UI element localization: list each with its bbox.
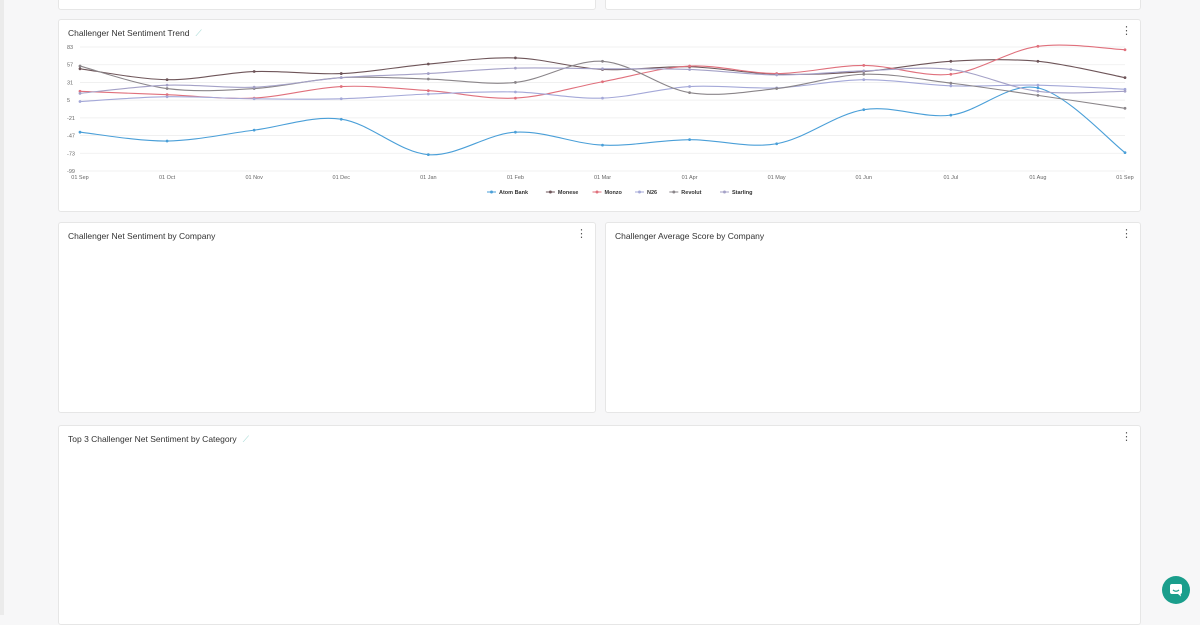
sidebar-edge (0, 0, 4, 615)
avg-score-card: Challenger Average Score by Company ⋮ (605, 222, 1141, 413)
trend-card-menu-icon[interactable]: ⋮ (1121, 24, 1132, 37)
company-sentiment-menu-icon[interactable]: ⋮ (576, 227, 587, 240)
company-sentiment-title: Challenger Net Sentiment by Company (68, 231, 216, 241)
avg-score-title: Challenger Average Score by Company (615, 231, 765, 241)
trend-card: Challenger Net Sentiment Trend ⟋ ⋮ (58, 19, 1141, 212)
top-card-left (58, 0, 596, 10)
trend-line-icon: ⟋ (242, 434, 249, 444)
company-sentiment-card: Challenger Net Sentiment by Company ⋮ (58, 222, 596, 413)
chat-bubble-icon (1170, 584, 1182, 597)
avg-score-menu-icon[interactable]: ⋮ (1121, 227, 1132, 240)
category-sentiment-title: Top 3 Challenger Net Sentiment by Catego… (68, 434, 249, 444)
category-sentiment-card: Top 3 Challenger Net Sentiment by Catego… (58, 425, 1141, 625)
trend-line-icon: ⟋ (195, 28, 202, 38)
chat-button[interactable] (1162, 576, 1190, 604)
trend-card-title: Challenger Net Sentiment Trend ⟋ (68, 28, 202, 38)
top-card-right (605, 0, 1141, 10)
category-sentiment-menu-icon[interactable]: ⋮ (1121, 430, 1132, 443)
